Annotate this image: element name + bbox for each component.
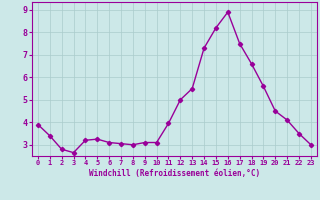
X-axis label: Windchill (Refroidissement éolien,°C): Windchill (Refroidissement éolien,°C) [89, 169, 260, 178]
